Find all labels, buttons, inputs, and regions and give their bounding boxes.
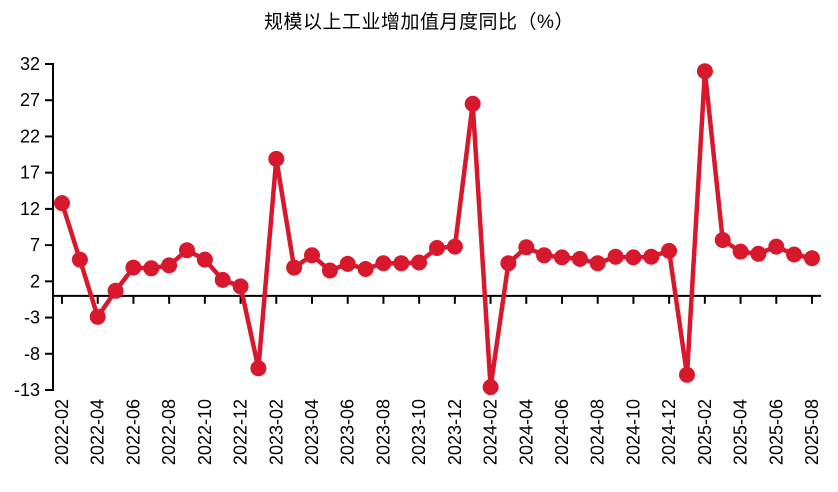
data-point bbox=[768, 238, 785, 255]
y-axis-tick-label: 32 bbox=[20, 54, 40, 74]
x-axis-tick-label: 2024-08 bbox=[588, 399, 608, 465]
y-axis-tick-label: 7 bbox=[30, 235, 40, 255]
data-point bbox=[607, 248, 624, 265]
data-point bbox=[304, 247, 320, 264]
x-axis-tick-label: 2023-10 bbox=[409, 399, 429, 465]
data-point bbox=[125, 259, 142, 276]
data-point bbox=[429, 240, 445, 256]
x-axis-tick-label: 2024-04 bbox=[516, 399, 536, 465]
x-axis-tick-label: 2025-04 bbox=[731, 399, 751, 465]
data-point bbox=[214, 271, 231, 288]
x-axis-tick-label: 2022-10 bbox=[195, 399, 215, 465]
data-point bbox=[714, 232, 731, 248]
data-point bbox=[411, 254, 428, 271]
data-point bbox=[321, 262, 338, 279]
data-point bbox=[500, 255, 517, 272]
data-point bbox=[375, 255, 392, 272]
x-axis-tick-label: 2023-08 bbox=[373, 399, 393, 465]
data-point bbox=[571, 250, 588, 267]
data-point bbox=[286, 259, 303, 276]
data-point bbox=[393, 255, 410, 272]
x-axis-tick-label: 2022-06 bbox=[123, 399, 143, 465]
data-point bbox=[661, 242, 678, 259]
x-axis-tick-label: 2023-12 bbox=[445, 399, 465, 465]
chart-title: 规模以上工业增加值月度同比（%） bbox=[264, 12, 574, 33]
x-axis-tick-label: 2023-04 bbox=[302, 399, 322, 465]
y-axis-tick-label: 27 bbox=[20, 90, 40, 110]
x-axis-tick-label: 2022-08 bbox=[159, 399, 179, 465]
series-line bbox=[59, 68, 815, 390]
data-point bbox=[357, 261, 374, 277]
x-axis-tick-label: 2022-02 bbox=[52, 399, 72, 465]
data-point bbox=[161, 257, 178, 274]
x-axis-tick-label: 2022-12 bbox=[231, 399, 251, 465]
data-point bbox=[643, 248, 660, 265]
data-point bbox=[482, 379, 499, 396]
x-axis-tick-label: 2025-06 bbox=[766, 399, 786, 465]
data-point bbox=[250, 360, 267, 377]
data-point bbox=[464, 95, 481, 112]
x-axis-tick-label: 2024-10 bbox=[623, 399, 643, 465]
data-point bbox=[536, 247, 553, 264]
y-axis-tick-label: -8 bbox=[24, 344, 40, 364]
data-point bbox=[89, 308, 106, 325]
data-point bbox=[54, 195, 70, 212]
data-point bbox=[518, 239, 535, 256]
x-axis-tick-label: 2025-02 bbox=[695, 399, 715, 465]
y-axis-tick-label: -13 bbox=[14, 380, 40, 400]
x-axis-tick-label: 2023-06 bbox=[338, 399, 358, 465]
y-axis-tick-label: 22 bbox=[20, 126, 40, 146]
data-point bbox=[589, 255, 606, 272]
data-point bbox=[196, 251, 213, 268]
x-axis-tick-label: 2022-04 bbox=[88, 399, 108, 465]
data-point bbox=[107, 282, 124, 299]
x-axis-tick-label: 2024-12 bbox=[659, 399, 679, 465]
x-axis-tick-label: 2024-02 bbox=[481, 399, 501, 465]
y-axis-tick-label: 12 bbox=[20, 199, 40, 219]
data-point bbox=[446, 238, 463, 255]
data-point bbox=[339, 255, 356, 272]
data-point bbox=[786, 246, 803, 263]
data-point bbox=[143, 260, 160, 277]
data-point bbox=[268, 150, 285, 167]
data-point bbox=[696, 63, 713, 80]
data-point bbox=[71, 251, 88, 268]
x-axis-tick-label: 2025-08 bbox=[802, 399, 822, 465]
data-point bbox=[732, 243, 749, 260]
data-point bbox=[554, 249, 570, 266]
data-point bbox=[179, 242, 195, 259]
x-axis-tick-label: 2023-02 bbox=[266, 399, 286, 465]
data-point bbox=[804, 250, 820, 267]
data-point bbox=[750, 245, 767, 262]
y-axis-tick-label: 17 bbox=[20, 163, 40, 183]
y-axis-tick-label: 2 bbox=[30, 271, 40, 291]
x-axis-tick-label: 2024-06 bbox=[552, 399, 572, 465]
data-point bbox=[232, 278, 249, 295]
data-point bbox=[625, 249, 642, 266]
data-point bbox=[679, 366, 695, 383]
y-axis-tick-label: -3 bbox=[24, 308, 40, 328]
